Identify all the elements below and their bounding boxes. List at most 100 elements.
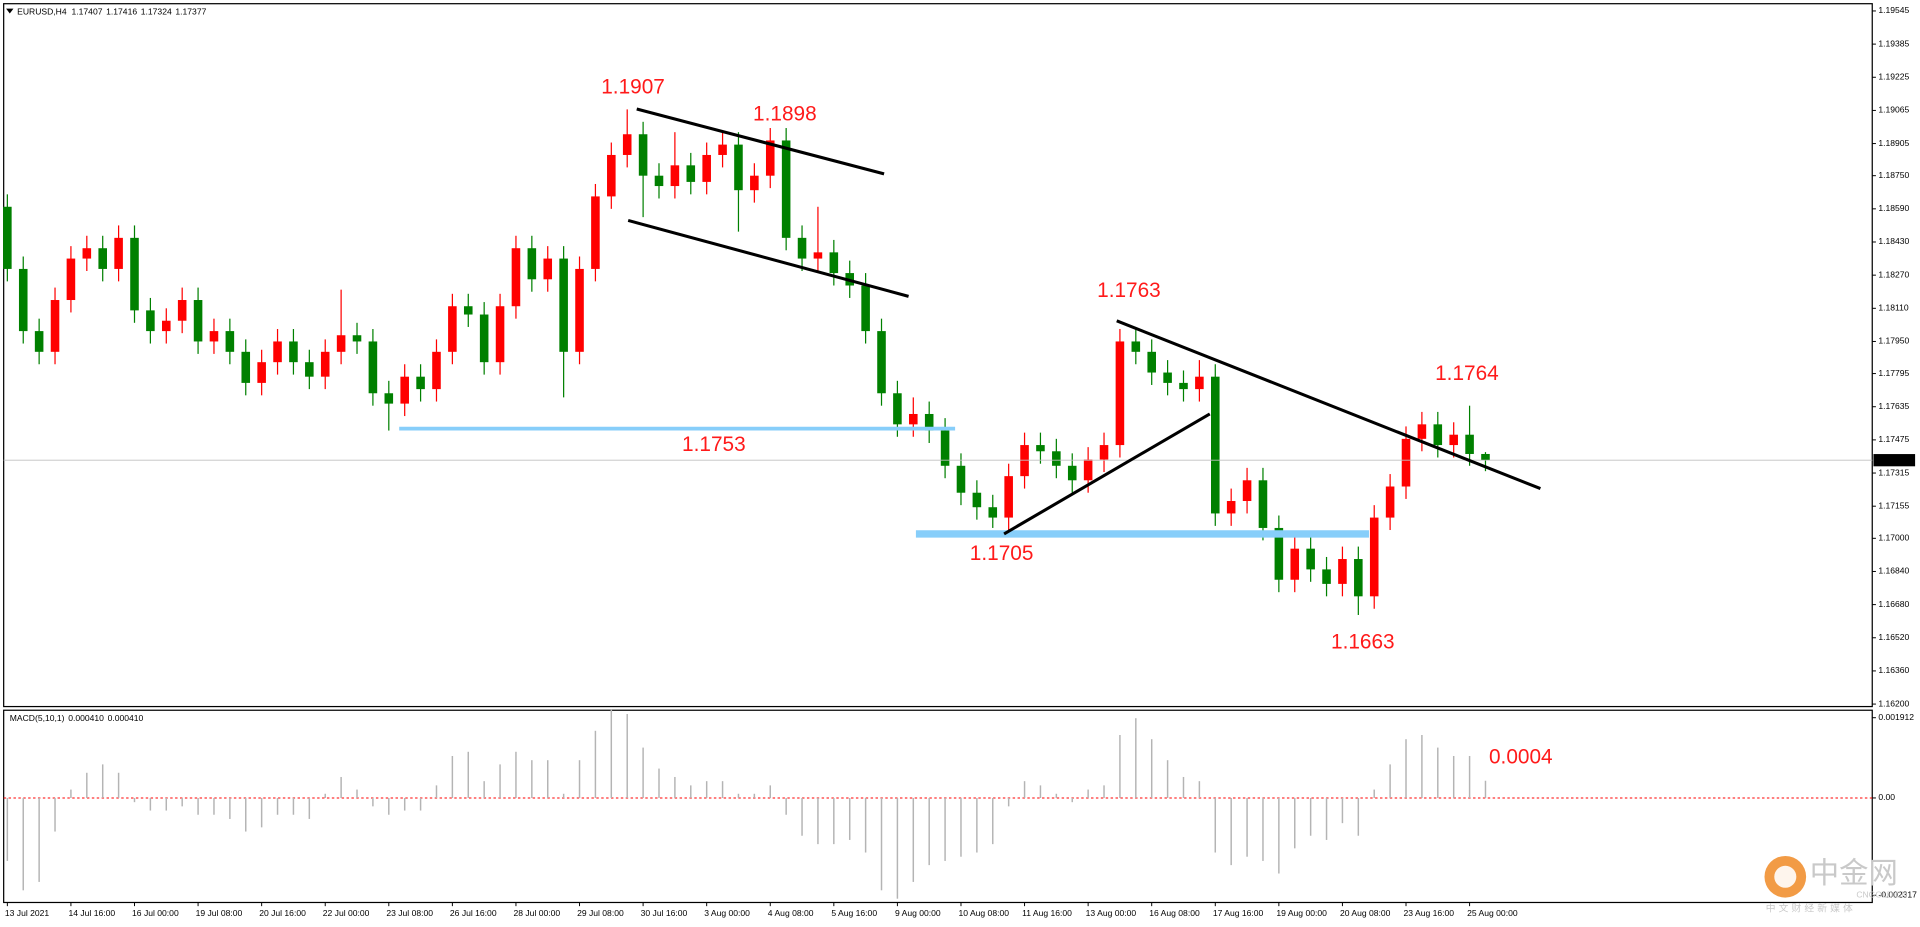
candle-body: [1163, 372, 1172, 383]
macd-bar: [467, 751, 470, 798]
candle-body: [352, 335, 362, 342]
macd-bar: [451, 755, 454, 798]
y-tick-label: 1.17950: [1878, 336, 1909, 346]
macd-bar: [181, 797, 183, 807]
x-tick-label: 29 Jul 08:00: [577, 908, 624, 918]
candle-body: [479, 314, 489, 363]
candle-body: [1147, 351, 1156, 373]
candle-body: [3, 206, 12, 269]
candle-body: [162, 320, 171, 332]
y-tick-label: 1.17155: [1878, 500, 1909, 510]
candle-body: [257, 362, 266, 383]
candle-body: [463, 306, 473, 315]
x-tick-label: 3 Aug 00:00: [704, 908, 750, 918]
watermark-slogan: 中 文 财 经 新 媒 体: [1766, 902, 1853, 915]
macd-bar: [547, 760, 549, 798]
macd-bar: [578, 760, 581, 798]
macd-bar: [610, 709, 613, 798]
y-tick-label: 1.19545: [1878, 5, 1909, 15]
candle-body: [1385, 486, 1395, 518]
candle-body: [1481, 453, 1490, 461]
y-tick-label: 1.16520: [1878, 632, 1909, 642]
macd-bar: [1452, 755, 1455, 798]
candle-body: [1258, 480, 1268, 528]
candle-body: [177, 300, 187, 321]
candle-body: [384, 393, 394, 404]
menu-triangle: [6, 8, 14, 14]
candle-body: [432, 351, 441, 390]
macd-bar: [340, 776, 342, 798]
candle-body: [1322, 569, 1331, 584]
price-annotation: 1.1753: [682, 433, 746, 456]
macd-bar: [22, 797, 24, 891]
candle-body: [368, 341, 378, 394]
macd-bar: [594, 730, 597, 798]
candle-body: [1290, 548, 1300, 580]
candle-body: [320, 351, 330, 377]
macd-bar: [1389, 764, 1391, 798]
macd-bar: [1421, 734, 1423, 798]
y-tick-label: 1.16680: [1878, 599, 1909, 609]
main-plot-frame: [3, 3, 1873, 708]
macd-bar: [54, 797, 56, 832]
macd-bar: [1071, 797, 1073, 803]
macd-bar: [435, 785, 438, 798]
watermark-brand: 中金网: [1810, 856, 1898, 890]
candle-body: [209, 331, 219, 342]
macd-bar: [1325, 797, 1328, 840]
macd-bar: [976, 797, 978, 853]
candle-body: [400, 376, 409, 404]
x-tick-label: 26 Jul 16:00: [450, 908, 497, 918]
macd-bar: [1150, 739, 1153, 798]
candle-body: [654, 175, 664, 187]
macd-bar: [960, 797, 962, 857]
macd-bar: [674, 776, 676, 798]
macd-bar: [86, 772, 88, 798]
macd-bar: [308, 797, 311, 819]
macd-bar: [356, 789, 358, 798]
candle-body: [1131, 341, 1141, 352]
x-tick-label: 4 Aug 08:00: [768, 908, 814, 918]
macd-bar: [229, 797, 231, 819]
watermark-site: CNGOLD.CN: [1856, 889, 1907, 899]
candle-body: [1465, 434, 1474, 454]
open-readout: 1.17407: [72, 7, 103, 17]
macd-bar: [1039, 785, 1042, 798]
x-tick-label: 5 Aug 16:00: [831, 908, 877, 918]
macd-bar: [626, 714, 628, 798]
current-price-label: 1.17377: [1876, 454, 1907, 464]
candle-body: [861, 285, 870, 332]
macd-bar: [864, 797, 867, 853]
candle-body: [638, 134, 648, 176]
macd-bar: [1437, 747, 1439, 798]
y-tick-label: 1.18750: [1878, 170, 1909, 180]
candle-body: [50, 300, 60, 352]
candle-body: [813, 252, 823, 259]
macd-bar: [1182, 776, 1185, 798]
candle-body: [448, 306, 457, 352]
macd-bar: [562, 793, 565, 798]
macd-bar: [848, 797, 851, 840]
macd-bar: [992, 797, 994, 845]
y-tick-label: 1.17475: [1878, 434, 1909, 444]
macd-bar: [1246, 797, 1248, 857]
macd-bar: [1341, 797, 1344, 824]
macd-readout: 0.000410: [68, 713, 104, 723]
candle-body: [702, 154, 711, 182]
candle-body: [1210, 376, 1220, 514]
candle-body: [1354, 559, 1363, 597]
candle-body: [130, 237, 139, 311]
macd-annotation: 0.0004: [1489, 745, 1553, 768]
macd-bar: [117, 772, 120, 798]
macd-bar: [1230, 797, 1232, 866]
macd-bar: [1007, 797, 1010, 807]
candle-body: [622, 134, 632, 155]
macd-bar: [165, 797, 168, 811]
macd-bar: [658, 768, 660, 798]
close-readout: 1.17377: [175, 7, 206, 17]
candle-body: [909, 413, 918, 425]
symbol-header: EURUSD,H4 1.17407 1.17416 1.17324 1.17377: [17, 7, 206, 17]
macd-bar: [1484, 780, 1487, 798]
x-tick-label: 14 Jul 16:00: [68, 908, 115, 918]
